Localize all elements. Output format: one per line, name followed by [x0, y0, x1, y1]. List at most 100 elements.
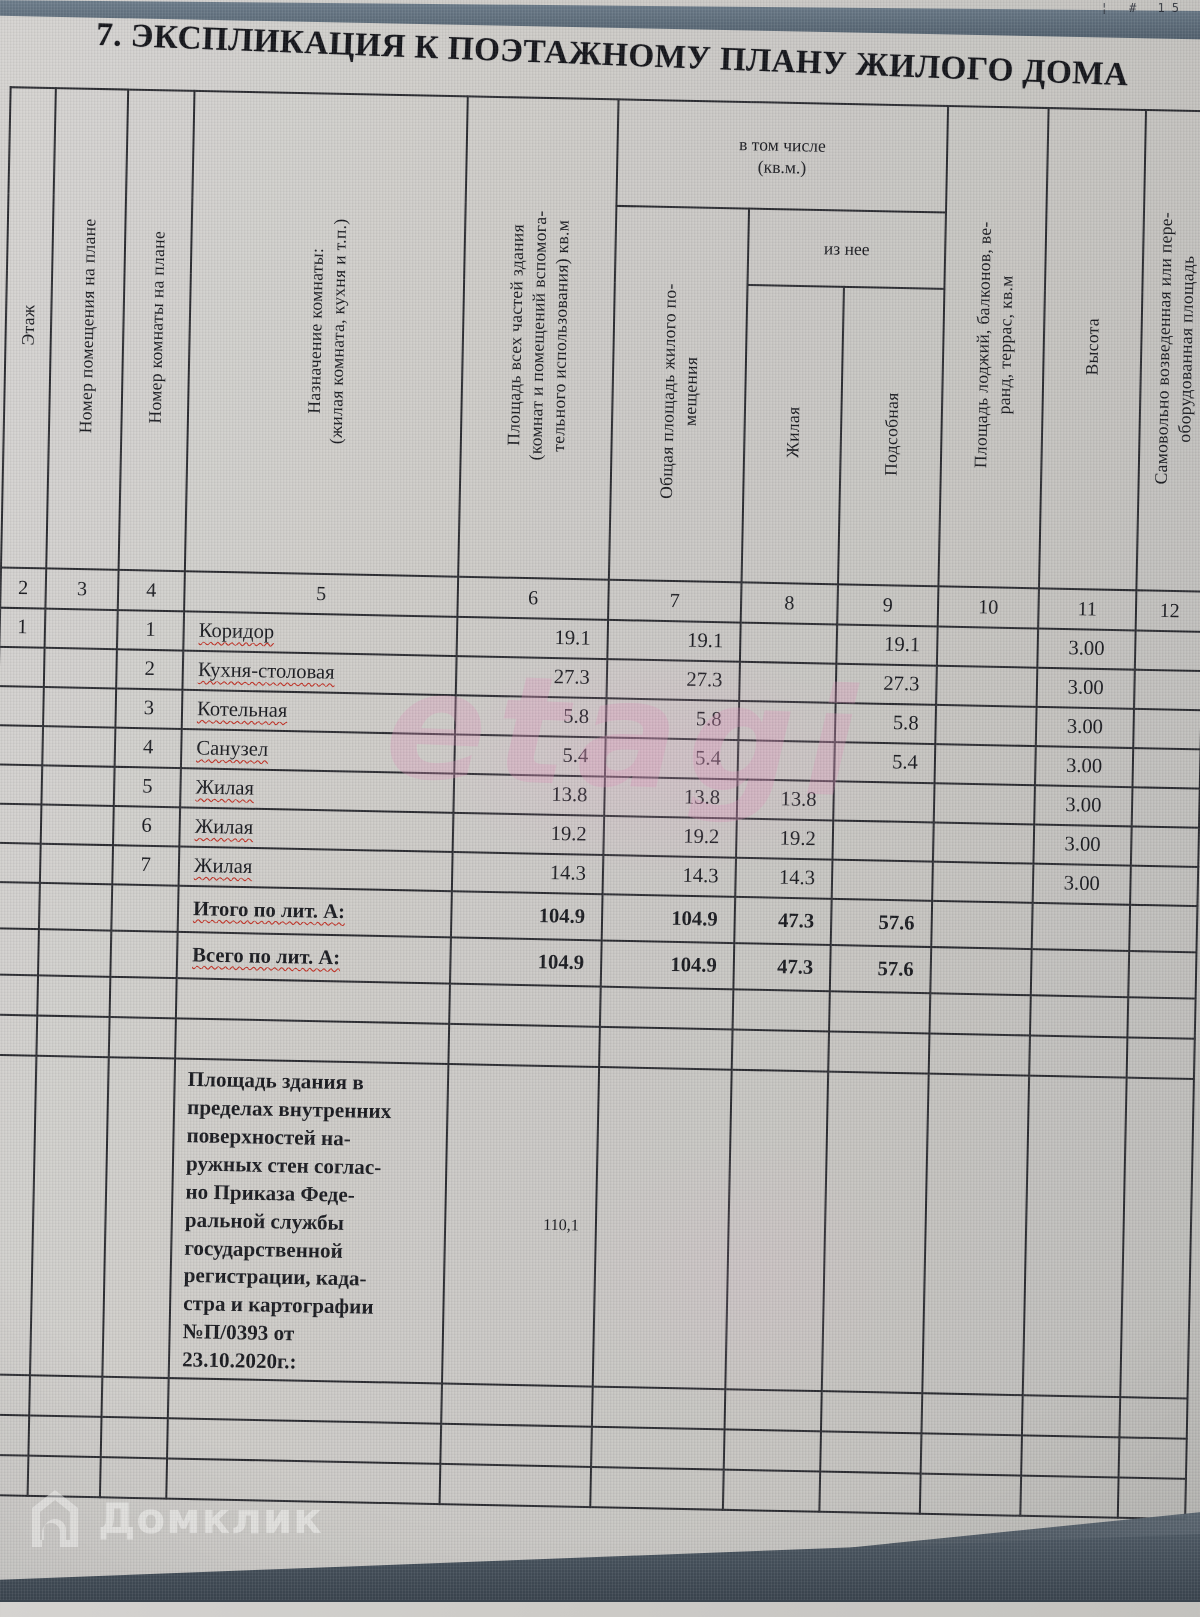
cell-floor	[0, 686, 44, 727]
cell-height: 3.00	[1033, 824, 1132, 866]
totals-auxiliary: 57.6	[830, 898, 933, 948]
empty-cell	[1021, 1435, 1120, 1478]
empty-cell	[929, 993, 1031, 1036]
cell-room-name: Котельная	[181, 689, 456, 735]
cell-premise-number	[43, 686, 117, 728]
cell-living	[737, 740, 835, 782]
building-area-note: Площадь здания в пределах внутренних пов…	[168, 1058, 449, 1384]
cell-unauthorized	[1130, 826, 1199, 867]
header-including: в том числе (кв.м.)	[616, 99, 949, 213]
empty-cell	[820, 1391, 923, 1434]
header-unauthorized-area: Самовольно возведенная или пере- оборудо…	[1136, 109, 1200, 592]
cell-balcony	[934, 744, 1036, 786]
cell-premise-number	[44, 608, 118, 650]
cell-living	[739, 661, 837, 703]
empty-cell	[441, 1383, 593, 1427]
building-area-note-row: Площадь здания в пределах внутренних пов…	[0, 1054, 1194, 1399]
cell-balcony	[932, 861, 1034, 903]
empty-cell	[1128, 951, 1197, 999]
empty-cell	[1022, 1075, 1127, 1398]
empty-cell	[1127, 997, 1196, 1039]
cell-room-number: 1	[116, 610, 185, 651]
cell-height: 3.00	[1032, 863, 1131, 905]
column-number: 10	[937, 586, 1039, 629]
empty-cell	[448, 1023, 600, 1068]
empty-cell	[1031, 902, 1131, 952]
grand-total-auxiliary: 57.6	[829, 945, 932, 994]
empty-cell	[0, 974, 39, 1016]
cell-room-number: 6	[113, 805, 181, 847]
cell-balcony	[933, 783, 1035, 825]
empty-cell	[921, 1393, 1023, 1436]
header-living-total: Общая площадь жилого по- мещения	[608, 205, 750, 583]
empty-cell	[922, 1073, 1030, 1396]
empty-cell	[28, 1415, 102, 1458]
cell-premise-number	[41, 765, 115, 806]
cell-auxiliary: 19.1	[836, 624, 938, 666]
empty-cell	[819, 1471, 921, 1514]
cell-living-total: 5.8	[605, 698, 740, 741]
empty-cell	[591, 1386, 726, 1430]
cell-premise-number	[42, 726, 116, 767]
cell-total-area: 19.2	[452, 812, 605, 856]
empty-cell	[599, 986, 734, 1030]
empty-cell	[100, 1416, 168, 1459]
cell-total-area: 5.8	[455, 695, 607, 738]
empty-cell	[725, 1069, 829, 1392]
empty-cell	[591, 1426, 725, 1470]
empty-cell	[599, 1026, 733, 1070]
column-number: 7	[608, 579, 742, 623]
totals-label: Итого по лит. А:	[177, 885, 452, 938]
cell-room-number: 2	[116, 649, 184, 690]
header-auxiliary: Подсобная	[837, 286, 945, 587]
cell-auxiliary: 5.4	[834, 742, 936, 784]
empty-cell	[931, 900, 1033, 950]
header-balcony-area: Площадь лоджий, балконов, ве- ранд, терр…	[938, 106, 1049, 589]
grand-total-living: 47.3	[733, 943, 831, 992]
empty-cell	[101, 1376, 169, 1419]
room-rows: 1 1 Коридор 19.1 19.1 19.1 3.00 2	[0, 607, 1200, 907]
empty-cell	[0, 881, 40, 930]
empty-cell	[1126, 1037, 1195, 1079]
cell-total-area: 27.3	[455, 656, 608, 699]
cell-living-total: 5.4	[604, 737, 739, 780]
cell-living-total: 19.1	[607, 619, 741, 662]
cell-auxiliary: 27.3	[835, 663, 937, 705]
empty-cell	[110, 930, 178, 979]
cell-total-area: 14.3	[451, 851, 604, 895]
cell-balcony	[936, 626, 1039, 668]
header-total-area: Площадь всех частей здания (комнат и пом…	[458, 96, 619, 580]
empty-cell	[919, 1473, 1022, 1516]
totals-total-area: 104.9	[450, 891, 603, 941]
empty-cell	[36, 1015, 110, 1058]
empty-cell	[928, 1033, 1030, 1076]
column-number: 2	[0, 567, 47, 609]
empty-cell	[439, 1463, 592, 1508]
cell-living	[738, 700, 836, 743]
grand-total-total-area: 104.9	[450, 937, 602, 987]
cell-height: 3.00	[1034, 785, 1133, 827]
header-living: Жилая	[741, 284, 844, 585]
empty-cell	[0, 1454, 29, 1496]
empty-cell	[1118, 1437, 1187, 1479]
cell-room-name: Санузел	[180, 728, 456, 774]
empty-cell	[0, 928, 39, 976]
cell-total-area: 19.1	[456, 616, 609, 660]
cell-room-number: 7	[112, 845, 180, 886]
empty-cell	[38, 929, 112, 977]
cell-living: 19.2	[735, 818, 834, 860]
domclick-watermark: Домклик	[26, 1488, 323, 1548]
screen-toolbar-icons: ¦ # 15	[1100, 1, 1186, 15]
cell-unauthorized	[1132, 748, 1200, 789]
cell-room-number: 3	[115, 688, 183, 729]
cell-floor: 1	[0, 607, 46, 648]
empty-cell	[167, 1378, 442, 1424]
cell-living: 14.3	[735, 857, 833, 899]
totals-living: 47.3	[734, 896, 832, 946]
empty-cell	[0, 1014, 38, 1056]
cell-living-total: 19.2	[603, 815, 737, 858]
cell-floor	[0, 725, 44, 766]
empty-cell	[1029, 995, 1129, 1038]
empty-cell	[828, 1031, 930, 1074]
cell-unauthorized	[1130, 865, 1199, 907]
